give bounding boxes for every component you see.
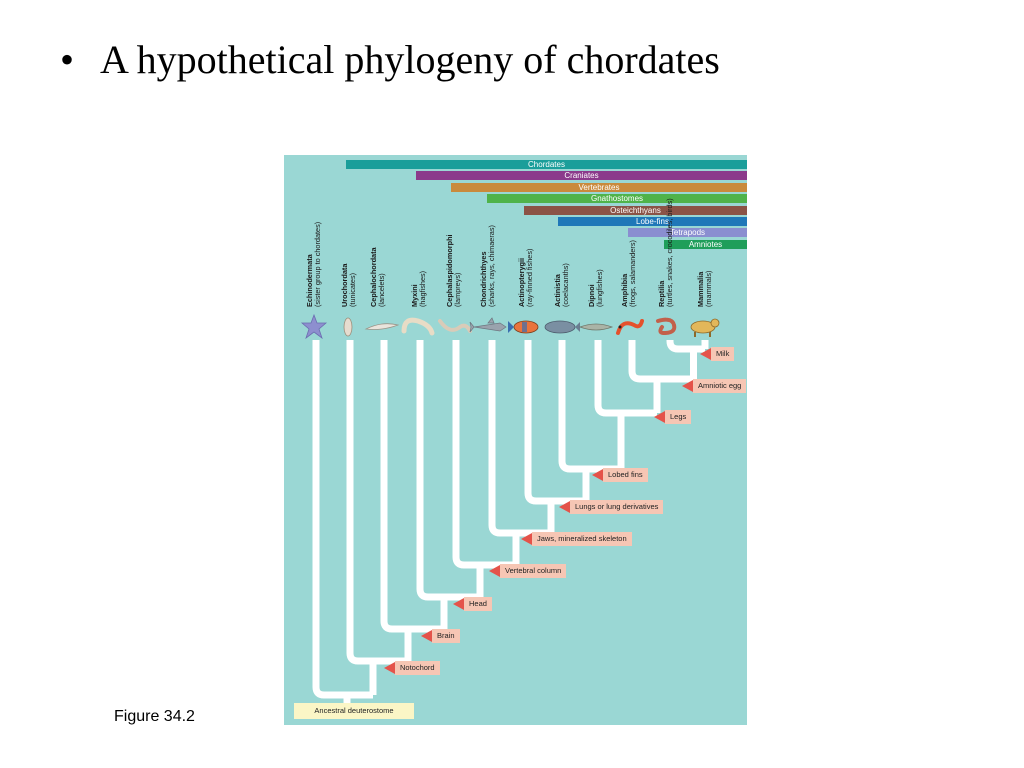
clade-bar-craniates: Craniates bbox=[416, 171, 747, 180]
lancelet-icon bbox=[364, 323, 400, 330]
lamprey-icon bbox=[438, 319, 472, 333]
sea-star-icon bbox=[300, 313, 328, 340]
taxon-actinistia: Actinistia (coelacanths) bbox=[553, 263, 570, 307]
clade-bar-osteichthyans: Osteichthyans bbox=[524, 206, 747, 215]
taxon-actinopterygii: Actinopterygii (ray-finned fishes) bbox=[517, 248, 534, 307]
branch-dipnoi bbox=[594, 340, 657, 417]
lungfish-icon bbox=[578, 323, 614, 331]
jaws-arrow bbox=[521, 533, 532, 545]
slide-title: • A hypothetical phylogeny of chordates bbox=[60, 36, 720, 83]
lobed-fins-arrow bbox=[592, 469, 603, 481]
brain-arrow bbox=[421, 630, 432, 642]
branch-urochordata bbox=[346, 340, 408, 665]
ancestral-deuterostome: Ancestral deuterostome bbox=[294, 703, 414, 719]
character-lobed-fins: Lobed fins bbox=[603, 468, 648, 482]
character-milk: Milk bbox=[711, 347, 735, 361]
tunicate-icon bbox=[343, 317, 353, 337]
taxon-dipnoi: Dipnoi (lungfishes) bbox=[587, 269, 604, 307]
clade-bar-gnathostomes: Gnathostomes bbox=[487, 194, 747, 203]
branch-cephalaspidomorphi bbox=[452, 340, 516, 569]
amniotic-egg-arrow bbox=[682, 380, 693, 392]
bullet: • bbox=[60, 37, 75, 82]
character-legs: Legs bbox=[665, 410, 692, 424]
taxon-echinodermata: Echinodermata (sister group to chordates) bbox=[305, 221, 322, 307]
shark-icon bbox=[469, 317, 507, 333]
character-lungs: Lungs or lung derivatives bbox=[570, 500, 664, 514]
salamander-icon bbox=[616, 319, 644, 335]
phylogenetic-tree bbox=[300, 313, 720, 705]
taxon-cephalaspidomorphi: Cephalaspidomorphi (lampreys) bbox=[445, 234, 462, 307]
taxon-chondrichthyes: Chondrichthyes (sharks, rays, chimaeras) bbox=[479, 225, 496, 307]
ray-finned-fish-icon bbox=[508, 320, 539, 334]
mammal-icon bbox=[690, 318, 720, 337]
branch-chondrichthyes bbox=[488, 340, 551, 537]
clade-bar-tetrapods: Tetrapods bbox=[628, 228, 747, 237]
clade-bar-amniotes: Amniotes bbox=[664, 240, 747, 249]
branch-myxini bbox=[416, 340, 480, 601]
milk-arrow bbox=[700, 348, 711, 360]
taxon-mammalia: Mammalia (mammals) bbox=[696, 270, 713, 307]
branch-amphibia bbox=[628, 340, 694, 383]
character-vertebral-column: Vertebral column bbox=[500, 564, 567, 578]
taxon-myxini: Myxini (hagfishes) bbox=[410, 270, 427, 307]
branch-actinopterygii bbox=[524, 340, 586, 505]
branch-actinistia bbox=[558, 340, 621, 473]
hagfish-icon bbox=[401, 317, 435, 336]
vertebral-column-arrow bbox=[489, 565, 500, 577]
phylogeny-diagram: Chordates Craniates Vertebrates Gnathost… bbox=[284, 155, 747, 725]
branch-cephalochordata bbox=[380, 340, 444, 633]
taxon-amphibia: Amphibia (frogs, salamanders) bbox=[620, 240, 637, 307]
character-jaws: Jaws, mineralized skeleton bbox=[532, 532, 632, 546]
clade-bar-chordates: Chordates bbox=[346, 160, 747, 169]
snake-icon bbox=[656, 317, 677, 336]
figure-label: Figure 34.2 bbox=[114, 708, 195, 725]
slide-title-text: A hypothetical phylogeny of chordates bbox=[100, 37, 720, 82]
taxon-urochordata: Urochordata (tunicates) bbox=[340, 263, 357, 307]
legs-arrow bbox=[654, 411, 665, 423]
taxon-cephalochordata: Cephalochordata (lancelets) bbox=[369, 247, 386, 307]
branch-reptilia bbox=[666, 337, 705, 353]
character-notochord: Notochord bbox=[395, 661, 440, 675]
clade-bar-vertebrates: Vertebrates bbox=[451, 183, 747, 192]
branch-echinodermata bbox=[312, 340, 373, 699]
character-amniotic-egg: Amniotic egg bbox=[693, 379, 747, 393]
character-brain: Brain bbox=[432, 629, 460, 643]
notochord-arrow bbox=[384, 662, 395, 674]
head-arrow bbox=[453, 598, 464, 610]
clade-bar-lobe-fins: Lobe-fins bbox=[558, 217, 747, 226]
character-head: Head bbox=[464, 597, 492, 611]
lungs-arrow bbox=[559, 501, 570, 513]
coelacanth-icon bbox=[544, 320, 580, 334]
taxon-reptilia: Reptilia (turtles, snakes, crocodiles, bi… bbox=[657, 198, 674, 307]
